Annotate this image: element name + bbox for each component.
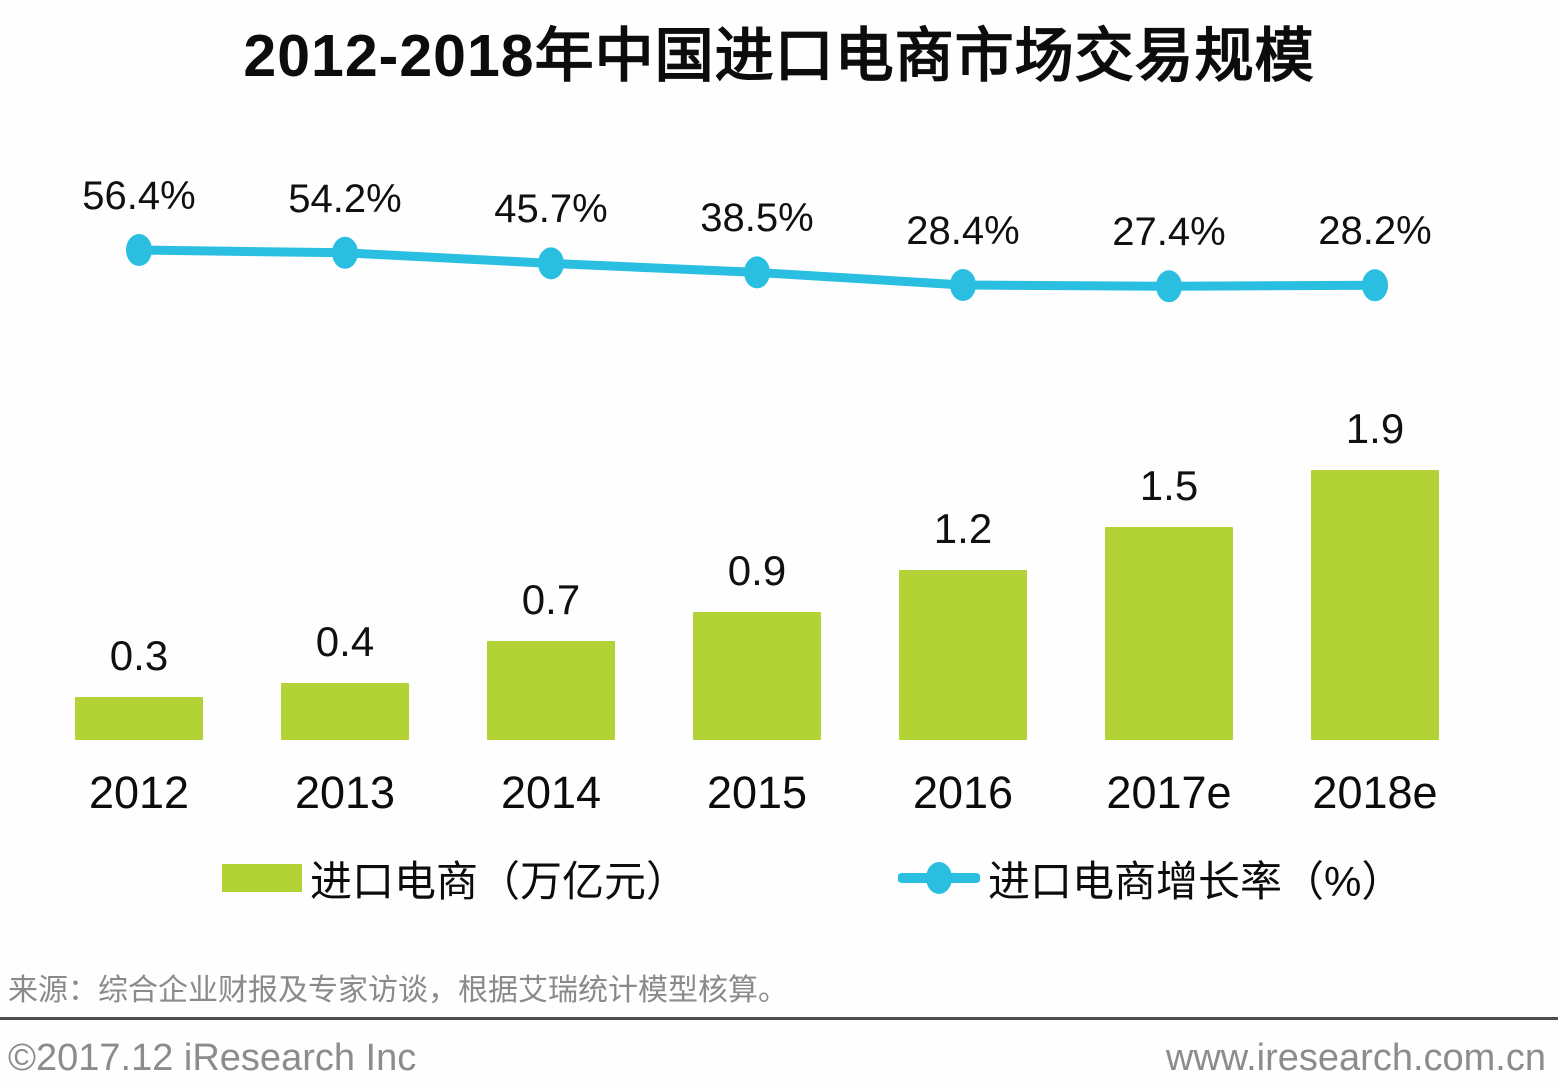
- bar-2017e: [1105, 527, 1233, 740]
- bar-value-label: 0.3: [109, 632, 169, 679]
- x-axis-label-2012: 2012: [88, 767, 190, 818]
- footer-copyright: ©2017.12 iResearch Inc: [8, 1037, 417, 1079]
- growth-marker-2012: [126, 234, 152, 266]
- line-legend-label: 进口电商增长率（%）: [988, 857, 1404, 905]
- growth-rate-label: 27.4%: [1112, 210, 1226, 255]
- bar-2012: [75, 697, 203, 740]
- growth-rate-label: 38.5%: [700, 196, 814, 241]
- chart-title: 2012-2018年中国进口电商市场交易规模: [243, 23, 1315, 89]
- growth-line: [134, 245, 1380, 291]
- x-axis-label-2013: 2013: [294, 767, 396, 818]
- growth-marker-2018e: [1362, 269, 1388, 302]
- x-axis-label-2017e: 2017e: [1106, 767, 1232, 818]
- x-axis-label-2018e: 2018e: [1312, 767, 1438, 818]
- bar-legend-swatch-icon: [222, 864, 302, 892]
- bar-value-label: 1.5: [1139, 462, 1199, 509]
- legend-item-bar: 进口电商（万亿元）: [222, 852, 688, 905]
- growth-marker-2015: [744, 256, 770, 289]
- bar-2014: [487, 641, 615, 740]
- growth-rate-label: 54.2%: [288, 176, 402, 221]
- growth-rate-label: 28.4%: [906, 209, 1020, 253]
- bar-value-label: 1.9: [1345, 405, 1405, 452]
- bar-value-label: 1.2: [933, 505, 993, 552]
- line-legend-swatch-icon: [898, 862, 980, 894]
- footer-website-link: www.iresearch.com.cn: [1165, 1037, 1546, 1079]
- growth-marker-2016: [950, 269, 976, 301]
- bar-2016: [899, 570, 1027, 740]
- bar-legend-label: 进口电商（万亿元）: [310, 857, 689, 905]
- bar-value-label: 0.9: [727, 547, 787, 594]
- x-axis-label-2015: 2015: [706, 767, 808, 818]
- bar-value-label: 0.7: [521, 576, 581, 623]
- growth-rate-label: 45.7%: [494, 187, 608, 232]
- legend-item-line: 进口电商增长率（%）: [898, 852, 1403, 905]
- bar-value-label: 0.4: [315, 618, 375, 665]
- source-note: 来源：综合企业财报及专家访谈，根据艾瑞统计模型核算。: [8, 974, 788, 1007]
- bar-2015: [693, 612, 821, 740]
- bar-2013: [281, 683, 409, 740]
- growth-marker-2017e: [1156, 270, 1182, 303]
- footer-divider: [0, 1017, 1558, 1020]
- bar-2018e: [1311, 470, 1439, 740]
- x-axis-label-2014: 2014: [500, 767, 602, 818]
- growth-marker-2014: [538, 247, 564, 280]
- x-axis-label-2016: 2016: [912, 767, 1014, 818]
- growth-rate-label: 56.4%: [82, 174, 196, 218]
- growth-marker-2013: [332, 236, 358, 269]
- growth-rate-label: 28.2%: [1318, 209, 1432, 254]
